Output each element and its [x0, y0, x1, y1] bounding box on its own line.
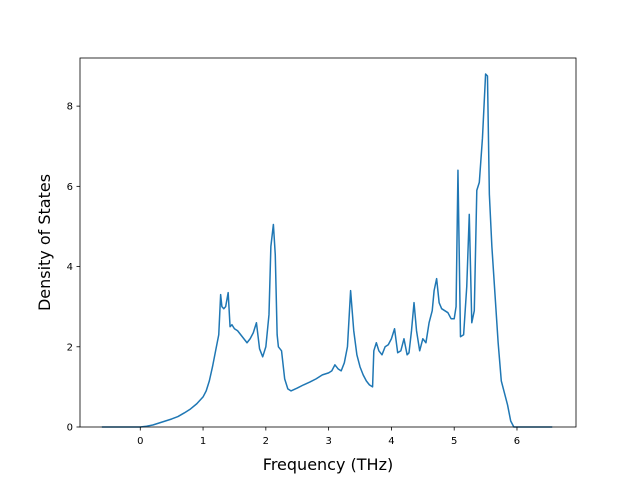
y-tick-label: 8: [67, 102, 73, 113]
y-axis-ticks: 0 2 4 6 8: [67, 102, 80, 434]
x-tick-label: 1: [200, 436, 206, 447]
x-tick-label: 4: [388, 436, 394, 447]
dos-series-line: [101, 73, 553, 428]
y-tick-label: 0: [67, 423, 73, 434]
x-tick-label: 6: [514, 436, 520, 447]
x-axis-label: Frequency (THz): [263, 455, 393, 474]
x-tick-label: 2: [263, 436, 269, 447]
x-tick-label: 5: [451, 436, 457, 447]
y-tick-label: 4: [67, 262, 73, 273]
x-axis-ticks: 0 1 2 3 4 5 6: [137, 427, 520, 447]
x-tick-label: 3: [325, 436, 331, 447]
y-tick-label: 2: [67, 342, 73, 353]
plot-area: [101, 73, 553, 428]
x-tick-label: 0: [137, 436, 143, 447]
y-tick-label: 6: [67, 182, 73, 193]
axes-frame: [79, 57, 577, 428]
y-axis-label: Density of States: [35, 174, 54, 311]
